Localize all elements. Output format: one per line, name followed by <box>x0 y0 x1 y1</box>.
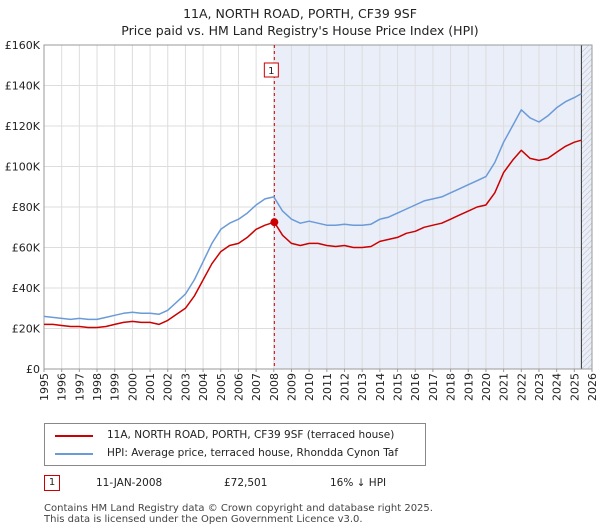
x-tick-label: 2015 <box>392 373 405 401</box>
y-tick-label: £20K <box>12 323 41 336</box>
future-hatch-region <box>581 45 592 369</box>
x-tick-label: 2008 <box>268 373 281 401</box>
chart-marker-1: 1 <box>263 62 279 78</box>
x-tick-label: 2003 <box>179 373 192 401</box>
x-tick-label: 2007 <box>250 373 263 401</box>
x-tick-label: 1999 <box>109 373 122 401</box>
x-tick-label: 2012 <box>339 373 352 401</box>
x-tick-label: 1996 <box>56 373 69 401</box>
x-tick-label: 2020 <box>480 373 493 401</box>
x-tick-label: 2000 <box>126 373 139 401</box>
footer-copyright: Contains HM Land Registry data © Crown c… <box>44 503 433 514</box>
chart-marker-label: 1 <box>268 66 274 77</box>
x-tick-label: 2018 <box>445 373 458 401</box>
y-tick-label: £80K <box>12 201 41 214</box>
property-line-swatch <box>55 435 93 437</box>
sale-point <box>270 218 279 227</box>
transaction-price: £72,501 <box>224 477 268 489</box>
plot-frame <box>43 44 593 370</box>
x-tick-label: 2011 <box>321 373 334 401</box>
hpi-series-line <box>43 92 582 321</box>
x-tick-label: 2026 <box>586 373 599 401</box>
property-series-line <box>44 139 582 329</box>
x-tick-label: 2010 <box>303 373 316 401</box>
chart-legend: 11A, NORTH ROAD, PORTH, CF39 9SF (terrac… <box>44 423 426 466</box>
y-tick-label: £60K <box>12 242 41 255</box>
x-tick-label: 2019 <box>462 373 475 401</box>
x-tick-label: 2023 <box>533 373 546 401</box>
footer-licence: This data is licensed under the Open Gov… <box>44 514 363 525</box>
x-tick-label: 2001 <box>144 373 157 401</box>
chart-marker-box <box>263 62 279 78</box>
x-tick-label: 2006 <box>232 373 245 401</box>
hpi-line-swatch <box>55 453 93 455</box>
x-tick-label: 2017 <box>427 373 440 401</box>
x-tick-label: 2002 <box>162 373 175 401</box>
x-tick-label: 2024 <box>551 373 564 401</box>
x-tick-label: 2005 <box>215 373 228 401</box>
legend-label-hpi: HPI: Average price, terraced house, Rhon… <box>107 447 399 459</box>
y-tick-label: £120K <box>5 120 41 133</box>
transaction-date: 11-JAN-2008 <box>96 477 163 489</box>
x-tick-label: 2014 <box>374 373 387 401</box>
x-tick-label: 2025 <box>568 373 581 401</box>
transaction-marker: 1 <box>44 475 60 491</box>
chart-title-line2: Price paid vs. HM Land Registry's House … <box>121 23 479 38</box>
transaction-hpi-diff: 16% ↓ HPI <box>330 477 387 489</box>
x-tick-label: 1995 <box>38 373 51 401</box>
x-tick-label: 2004 <box>197 373 210 401</box>
x-tick-label: 1997 <box>73 373 86 401</box>
x-tick-label: 2021 <box>498 373 511 401</box>
y-tick-label: £140K <box>5 80 41 93</box>
y-tick-label: £100K <box>5 161 41 174</box>
chart-title-line1: 11A, NORTH ROAD, PORTH, CF39 9SF <box>183 6 417 21</box>
legend-label-property: 11A, NORTH ROAD, PORTH, CF39 9SF (terrac… <box>107 429 395 441</box>
x-tick-label: 2016 <box>409 373 422 401</box>
price-chart: 1 £0 £20K £40K £60K £80K £100K £120K £140K £160K 1… <box>5 39 599 401</box>
x-tick-label: 1998 <box>91 373 104 401</box>
x-tick-label: 2013 <box>356 373 369 401</box>
y-tick-label: £160K <box>5 39 41 52</box>
y-tick-label: £0 <box>26 363 40 376</box>
x-tick-label: 2022 <box>515 373 528 401</box>
y-tick-label: £40K <box>12 282 41 295</box>
x-tick-label: 2009 <box>285 373 298 401</box>
